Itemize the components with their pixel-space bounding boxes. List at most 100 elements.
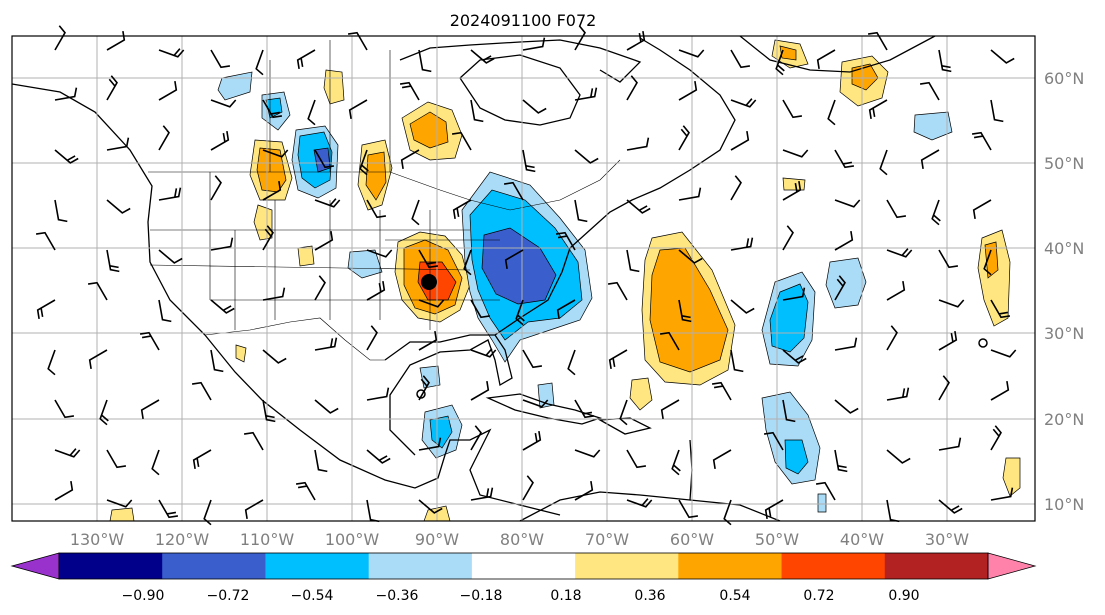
wind-barb	[971, 131, 992, 151]
colorbar-tick: −0.90	[122, 588, 165, 604]
latitude-labels: 60°N 50°N 40°N 30°N 20°N 10°N	[1044, 69, 1084, 514]
wind-barb	[886, 199, 907, 219]
wind-barb	[243, 431, 264, 451]
wind-barb	[574, 199, 588, 223]
wind-barb	[418, 49, 432, 73]
lon-label: 40°W	[840, 530, 884, 549]
colorbar-cell	[265, 553, 370, 579]
wind-barb	[262, 349, 287, 364]
wind-barb	[678, 299, 692, 323]
wind-barb	[938, 49, 952, 73]
wind-barb	[764, 499, 784, 520]
lat-label: 10°N	[1044, 495, 1084, 514]
wind-barb	[678, 80, 698, 101]
wind-barb	[782, 149, 809, 158]
wind-barb	[35, 231, 56, 251]
wind-barb	[938, 330, 958, 351]
wind-barb	[990, 349, 1017, 358]
wind-barb	[296, 49, 316, 70]
wind-barb	[834, 230, 854, 251]
lon-label: 120°W	[155, 530, 210, 549]
colorbar-cell	[575, 553, 679, 579]
colorbar-cell	[781, 553, 886, 579]
wind-barb	[463, 249, 472, 276]
lat-label: 20°N	[1044, 410, 1084, 429]
wind-barb	[244, 499, 264, 520]
lon-label: 110°W	[240, 530, 295, 549]
anomaly-neg-atlantic-30n-core	[769, 283, 809, 353]
wind-barb	[470, 348, 497, 358]
wind-barb	[607, 281, 628, 301]
wind-barb	[834, 149, 855, 169]
wind-barb	[314, 230, 334, 251]
small-circle-marker-east	[978, 338, 988, 348]
anomaly-neg-atlantic-10n	[817, 493, 827, 513]
wind-barb	[210, 237, 234, 251]
wind-barb	[418, 299, 445, 308]
wind-barb	[399, 81, 420, 101]
wind-barb	[938, 375, 950, 401]
wind-barb	[210, 99, 237, 108]
lat-label: 60°N	[1044, 69, 1084, 88]
wind-barb	[158, 80, 178, 101]
wind-barb	[314, 449, 328, 473]
lon-label: 60°W	[670, 530, 714, 549]
wind-barb	[834, 399, 859, 414]
anomaly-pos-mexico-small	[235, 344, 247, 363]
wind-barb	[314, 399, 339, 414]
wind-barb	[712, 449, 732, 470]
wind-barb	[262, 180, 282, 201]
wind-barb	[295, 481, 316, 501]
wind-barb	[366, 449, 391, 464]
wind-barb	[920, 149, 940, 170]
wind-barb	[210, 49, 231, 69]
wind-barb	[868, 99, 888, 120]
greenland-coast	[739, 35, 936, 73]
wind-barb	[262, 287, 286, 301]
wind-barb	[87, 281, 108, 301]
us-east-coast	[494, 37, 736, 336]
wind-barb	[574, 449, 601, 458]
map-panel	[11, 25, 1036, 526]
gridlines	[12, 36, 1035, 521]
wind-barb	[782, 99, 803, 119]
wind-barb	[678, 125, 690, 151]
wind-barb	[678, 187, 702, 201]
anomaly-neg-labrador	[913, 111, 953, 141]
wind-barb	[886, 387, 910, 401]
wind-barb	[54, 448, 81, 458]
wind-barb	[626, 199, 651, 214]
wind-barb	[158, 299, 172, 323]
wind-barb	[106, 75, 118, 101]
wind-barb	[366, 325, 378, 351]
wind-barb	[782, 180, 802, 201]
colorbar-cell	[678, 553, 783, 579]
anomaly-pos-midwest-small	[297, 245, 315, 267]
wind-barb	[515, 299, 525, 326]
wind-barb	[827, 99, 836, 126]
wind-barb	[106, 499, 133, 508]
wind-barb	[671, 449, 681, 476]
wind-barb	[660, 399, 680, 420]
wind-barb	[151, 449, 160, 476]
wind-barb	[763, 431, 784, 451]
north-america-west-coast	[11, 83, 561, 516]
colorbar-frame	[58, 552, 989, 580]
cuba	[485, 393, 603, 425]
colorbar-tick: 0.90	[888, 588, 919, 604]
us-mexico-border	[204, 317, 385, 361]
wind-barb	[54, 87, 78, 101]
anomaly-shading	[109, 39, 1021, 522]
wind-barb	[139, 331, 160, 351]
wind-barb	[730, 349, 744, 373]
colorbar-tick: 0.72	[803, 588, 834, 604]
wind-barb	[503, 181, 524, 201]
lat-label: 50°N	[1044, 154, 1084, 173]
wind-barb	[886, 449, 911, 464]
wind-barb	[262, 225, 274, 251]
wind-barb	[411, 199, 420, 226]
map-frame	[11, 35, 1036, 522]
wind-barb	[418, 249, 439, 269]
wind-barb	[470, 49, 495, 64]
wind-barb	[522, 399, 549, 408]
